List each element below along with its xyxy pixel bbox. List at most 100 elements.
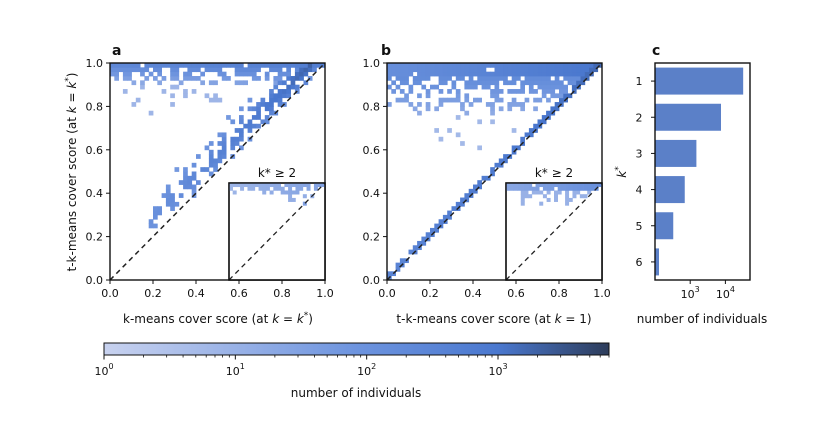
inset-cell bbox=[509, 183, 514, 188]
frame-c bbox=[654, 62, 751, 281]
heat-cell bbox=[200, 167, 205, 172]
heat-cell bbox=[421, 63, 427, 68]
heat-cell bbox=[546, 67, 551, 73]
heat-cell bbox=[183, 175, 188, 181]
colorbar-gradient bbox=[103, 342, 610, 356]
inset-cell bbox=[506, 183, 510, 188]
y-tick-label: 0.4 bbox=[86, 187, 104, 200]
heat-cell bbox=[208, 97, 214, 103]
heat-cell bbox=[417, 110, 422, 116]
heat-cell bbox=[251, 63, 257, 68]
heat-cell bbox=[251, 76, 257, 81]
heat-cell bbox=[286, 76, 291, 81]
colorbar-tick-label: 102 bbox=[357, 362, 376, 378]
inset-cell bbox=[598, 183, 603, 188]
heat-cell bbox=[559, 80, 564, 86]
heat-cell bbox=[114, 63, 119, 68]
heat-cell bbox=[239, 145, 244, 151]
heat-cell bbox=[277, 89, 283, 94]
heat-cell bbox=[455, 76, 461, 81]
heat-cell bbox=[294, 76, 300, 81]
heat-cell bbox=[503, 158, 508, 164]
heat-cell bbox=[563, 84, 568, 90]
heat-cell bbox=[421, 67, 427, 73]
heat-cell bbox=[412, 76, 418, 81]
inset-cell bbox=[232, 190, 237, 195]
heat-cell bbox=[148, 223, 154, 229]
heat-cell bbox=[528, 76, 534, 81]
heat-cell bbox=[438, 89, 444, 94]
heat-cell bbox=[554, 67, 560, 73]
heat-cell bbox=[226, 115, 231, 120]
heat-cell bbox=[290, 63, 296, 68]
heat-cell bbox=[503, 154, 508, 159]
heat-cell bbox=[584, 71, 590, 77]
heat-cell bbox=[554, 71, 560, 77]
heat-cell bbox=[524, 63, 530, 68]
heat-cell bbox=[580, 71, 586, 77]
heat-cell bbox=[221, 136, 227, 142]
heat-cell bbox=[507, 106, 513, 112]
heat-cell bbox=[282, 71, 287, 77]
heat-cell bbox=[468, 188, 474, 194]
heat-cell bbox=[183, 180, 188, 185]
heat-cell bbox=[494, 76, 500, 81]
heat-cell bbox=[208, 154, 214, 159]
heat-cell bbox=[460, 102, 465, 107]
heat-cell bbox=[174, 71, 180, 77]
heat-cell bbox=[191, 63, 197, 68]
heat-cell bbox=[118, 67, 124, 73]
heat-cell bbox=[170, 67, 175, 73]
heat-cell bbox=[196, 180, 201, 185]
heat-cell bbox=[434, 106, 439, 112]
heat-cell bbox=[221, 76, 227, 81]
heat-cell bbox=[563, 89, 568, 94]
heat-cell bbox=[118, 63, 124, 68]
heat-cell bbox=[395, 63, 401, 68]
heat-cell bbox=[213, 67, 218, 73]
colorbar-tick-label: 100 bbox=[94, 362, 113, 378]
heat-cell bbox=[191, 89, 197, 94]
heat-cell bbox=[516, 71, 521, 77]
heat-cell bbox=[490, 80, 495, 86]
heat-cell bbox=[140, 84, 145, 90]
heat-cell bbox=[135, 67, 141, 73]
inset-cell bbox=[284, 183, 289, 188]
inset-cell bbox=[528, 194, 533, 199]
heat-cell bbox=[273, 97, 279, 103]
heat-cell bbox=[464, 97, 470, 103]
heat-cell bbox=[503, 80, 508, 86]
heat-cell bbox=[387, 71, 392, 77]
inset-cell bbox=[258, 186, 263, 191]
heat-cell bbox=[455, 132, 461, 138]
heat-cell bbox=[520, 106, 525, 112]
inset-cell bbox=[546, 183, 551, 188]
heat-cell bbox=[213, 162, 218, 168]
heat-cell bbox=[554, 93, 560, 99]
heat-cell bbox=[412, 245, 418, 251]
heat-cell bbox=[438, 67, 444, 73]
inset-cell bbox=[288, 186, 293, 191]
heat-cell bbox=[153, 210, 158, 216]
heat-cell bbox=[399, 89, 405, 94]
heat-cell bbox=[191, 175, 197, 181]
heat-cell bbox=[239, 136, 244, 142]
heat-cell bbox=[213, 167, 218, 172]
heat-cell bbox=[571, 84, 577, 90]
heat-cell bbox=[256, 110, 261, 116]
heat-cell bbox=[391, 89, 396, 94]
inset-cell bbox=[557, 190, 562, 195]
inset-cell bbox=[251, 186, 256, 191]
heat-cell bbox=[550, 80, 556, 86]
inset-cell bbox=[594, 183, 599, 188]
heat-cell bbox=[286, 89, 291, 94]
colorbar-ticks: 100 101 102 103 bbox=[94, 355, 610, 378]
heat-cell bbox=[442, 80, 448, 86]
heat-cell bbox=[221, 132, 227, 138]
heat-cell bbox=[183, 93, 188, 99]
inset-cell bbox=[572, 194, 577, 199]
heat-cell bbox=[256, 102, 261, 107]
heat-cell bbox=[239, 67, 244, 73]
heat-cell bbox=[511, 63, 517, 68]
heat-cell bbox=[559, 67, 564, 73]
